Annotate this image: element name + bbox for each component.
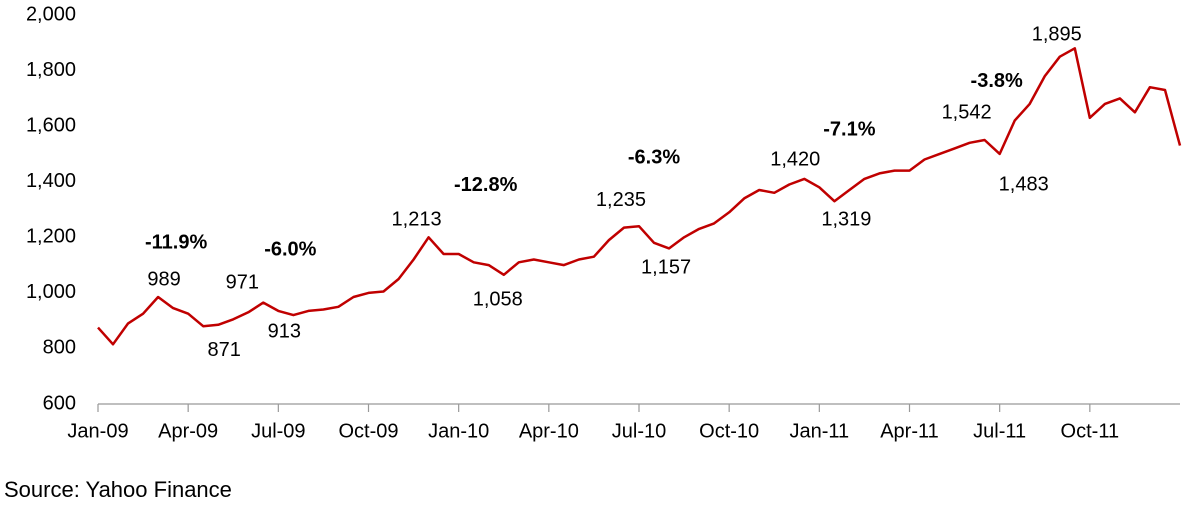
x-tick-label: Jan-10: [428, 420, 489, 442]
y-tick-label: 1,000: [26, 281, 76, 303]
annotation: 1,235: [596, 189, 646, 211]
annotation: 1,058: [473, 288, 523, 310]
x-tick-label: Oct-10: [699, 420, 759, 442]
y-tick-label: 800: [43, 337, 76, 359]
y-tick-label: 1,400: [26, 170, 76, 192]
x-tick-label: Apr-09: [158, 420, 218, 442]
y-tick-label: 2,000: [26, 3, 76, 25]
annotation: -7.1%: [823, 118, 875, 140]
annotation: -3.8%: [971, 70, 1023, 92]
x-tick-label: Apr-11: [880, 420, 939, 442]
x-tick-label: Oct-09: [338, 420, 398, 442]
price-line: [97, 47, 1182, 346]
x-tick-label: Jul-09: [251, 420, 305, 442]
annotation: 1,213: [392, 208, 442, 230]
x-tick-label: Apr-10: [519, 420, 579, 442]
y-tick-label: 1,800: [26, 59, 76, 81]
annotation: 1,895: [1032, 23, 1082, 45]
x-tick-label: Jan-09: [67, 420, 128, 442]
annotation: 971: [226, 271, 259, 293]
annotation: 871: [208, 339, 241, 361]
annotation: 1,483: [999, 173, 1049, 195]
x-tick-label: Jan-11: [789, 420, 849, 442]
annotation: -12.8%: [454, 174, 518, 196]
annotation: 1,542: [942, 101, 992, 123]
annotation: 1,420: [770, 148, 820, 170]
annotation: 1,319: [821, 208, 871, 230]
source-note: Source: Yahoo Finance: [4, 477, 232, 502]
annotation: -6.3%: [628, 146, 680, 168]
x-tick-label: Oct-11: [1061, 420, 1120, 442]
x-tick-label: Jul-10: [612, 420, 666, 442]
x-tick-label: Jul-11: [973, 420, 1026, 442]
annotation: -6.0%: [264, 238, 316, 260]
y-tick-label: 1,200: [26, 226, 76, 248]
y-tick-label: 600: [43, 392, 76, 414]
annotation: 913: [268, 320, 301, 342]
y-tick-label: 1,600: [26, 114, 76, 136]
annotation: 1,157: [641, 256, 691, 278]
annotation: 989: [147, 268, 180, 290]
annotation: -11.9%: [145, 231, 207, 253]
